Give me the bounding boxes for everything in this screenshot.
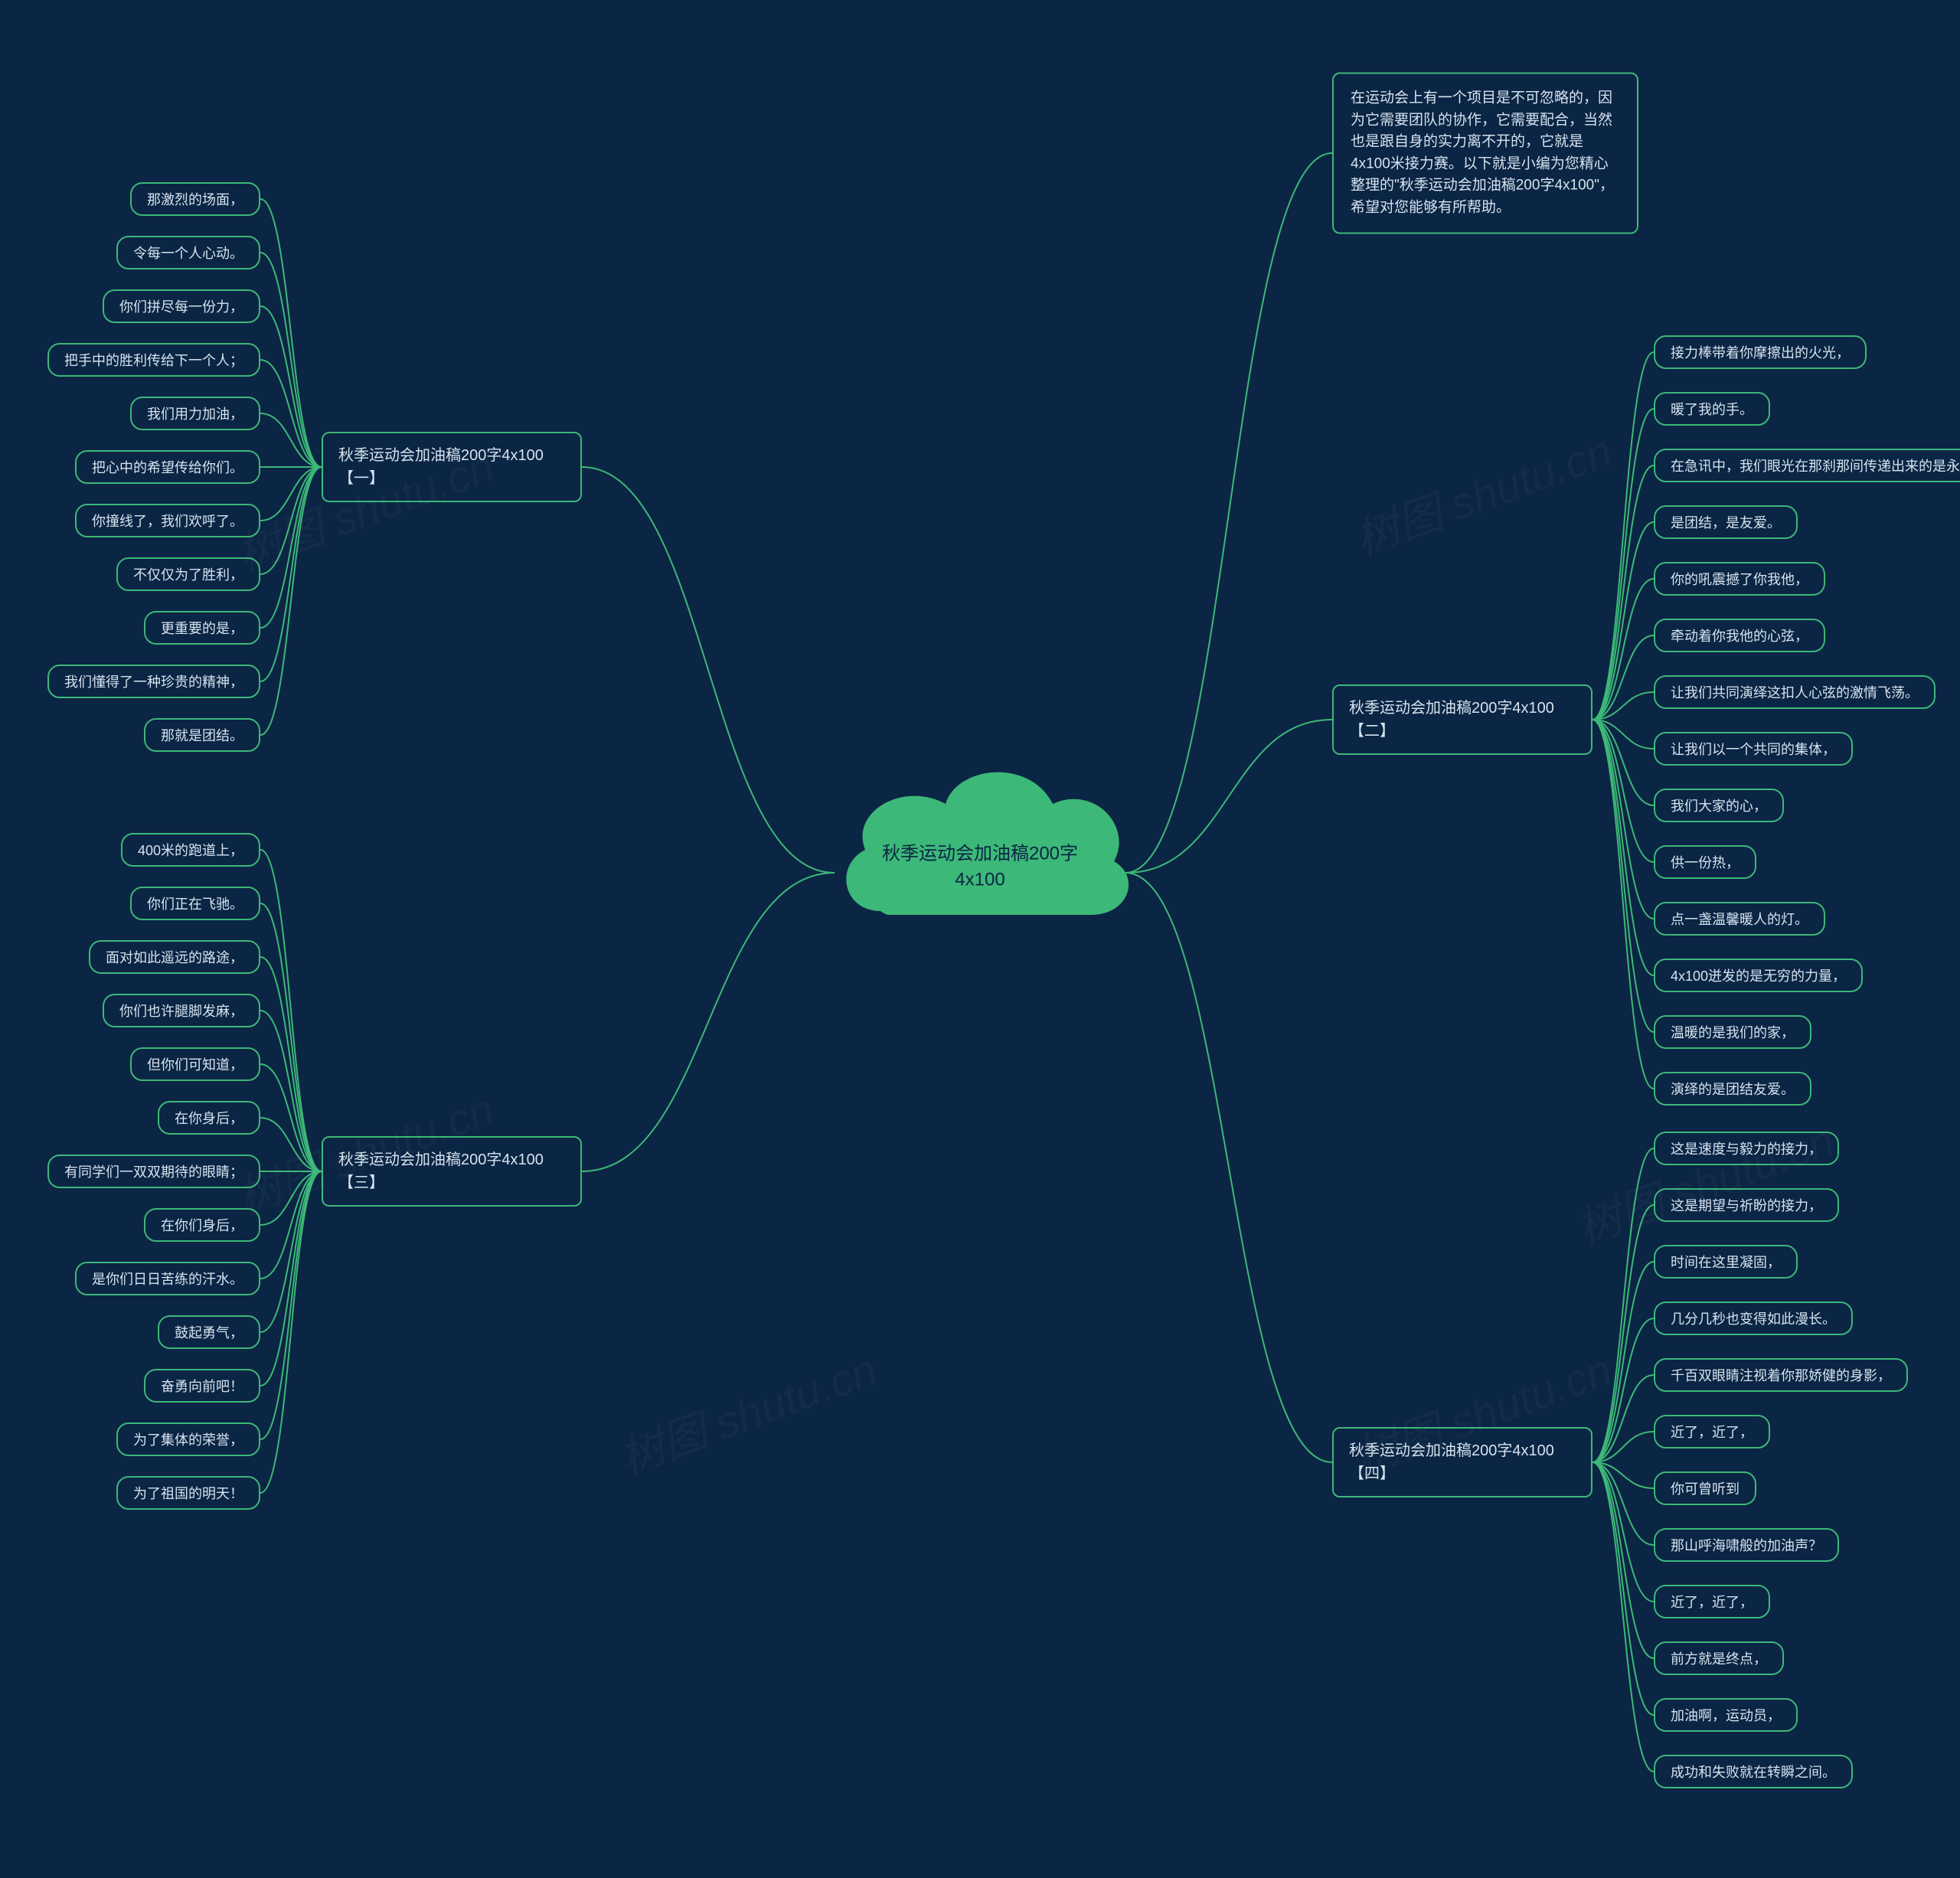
- leaf-node: 在你们身后，: [144, 1208, 260, 1242]
- leaf-node: 时间在这里凝固，: [1654, 1245, 1798, 1279]
- branch-node-b4: 秋季运动会加油稿200字4x100【四】: [1332, 1427, 1592, 1498]
- leaf-node: 演绎的是团结友爱。: [1654, 1072, 1811, 1106]
- branch-node-b3: 秋季运动会加油稿200字4x100【三】: [322, 1136, 582, 1207]
- mindmap-canvas: 秋季运动会加油稿200字4x100 在运动会上有一个项目是不可忽略的，因为它需要团…: [0, 0, 1960, 1878]
- leaf-node: 不仅仅为了胜利，: [116, 557, 260, 591]
- leaf-node: 近了，近了，: [1654, 1415, 1770, 1449]
- leaf-node: 那激烈的场面，: [130, 182, 260, 216]
- branch-node-b2: 秋季运动会加油稿200字4x100【二】: [1332, 684, 1592, 755]
- leaf-node: 但你们可知道，: [130, 1047, 260, 1081]
- leaf-node: 加油啊，运动员，: [1654, 1698, 1798, 1732]
- watermark: 树图 shutu.cn: [609, 1334, 884, 1486]
- leaf-node: 奋勇向前吧！: [144, 1369, 260, 1403]
- leaf-node: 把手中的胜利传给下一个人；: [47, 343, 260, 377]
- watermark: 树图 shutu.cn: [1566, 1104, 1841, 1256]
- leaf-node: 我们懂得了一种珍贵的精神，: [47, 665, 260, 698]
- leaf-node: 这是期望与祈盼的接力，: [1654, 1188, 1839, 1222]
- watermark: 树图 shutu.cn: [1344, 415, 1619, 567]
- leaf-node: 令每一个人心动。: [116, 236, 260, 269]
- leaf-node: 是你们日日苦练的汗水。: [75, 1262, 260, 1295]
- leaf-node: 在你身后，: [158, 1101, 260, 1135]
- leaf-node: 是团结，是友爱。: [1654, 505, 1798, 539]
- center-title: 秋季运动会加油稿200字4x100: [880, 841, 1080, 893]
- leaf-node: 牵动着你我他的心弦，: [1654, 619, 1825, 652]
- leaf-node: 有同学们一双双期待的眼睛；: [47, 1155, 260, 1188]
- leaf-node: 你的吼震撼了你我他，: [1654, 562, 1825, 596]
- leaf-node: 我们用力加油，: [130, 397, 260, 430]
- leaf-node: 供一份热，: [1654, 845, 1756, 879]
- leaf-node: 把心中的希望传给你们。: [75, 450, 260, 484]
- leaf-node: 前方就是终点，: [1654, 1641, 1784, 1675]
- leaf-node: 暖了我的手。: [1654, 392, 1770, 426]
- leaf-node: 那就是团结。: [144, 718, 260, 752]
- leaf-node: 在急讯中，我们眼光在那刹那间传递出来的是永恒，: [1654, 449, 1960, 482]
- center-node: 秋季运动会加油稿200字4x100: [819, 743, 1141, 957]
- leaf-node: 千百双眼睛注视着你那娇健的身影，: [1654, 1358, 1908, 1392]
- leaf-node: 接力棒带着你摩擦出的火光，: [1654, 335, 1867, 369]
- leaf-node: 这是速度与毅力的接力，: [1654, 1132, 1839, 1165]
- leaf-node: 面对如此遥远的路途，: [89, 940, 260, 974]
- leaf-node: 你们也许腿脚发麻，: [103, 994, 260, 1027]
- leaf-node: 400米的跑道上，: [121, 833, 260, 867]
- leaf-node: 成功和失败就在转瞬之间。: [1654, 1755, 1853, 1788]
- leaf-node: 4x100迸发的是无穷的力量，: [1654, 959, 1863, 992]
- leaf-node: 为了祖国的明天！: [116, 1476, 260, 1510]
- intro-node: 在运动会上有一个项目是不可忽略的，因为它需要团队的协作，它需要配合，当然也是跟自…: [1332, 73, 1638, 234]
- leaf-node: 你撞线了，我们欢呼了。: [75, 504, 260, 537]
- leaf-node: 那山呼海啸般的加油声？: [1654, 1528, 1839, 1562]
- leaf-node: 为了集体的荣誉，: [116, 1422, 260, 1456]
- leaf-node: 让我们以一个共同的集体，: [1654, 732, 1853, 766]
- leaf-node: 近了，近了，: [1654, 1585, 1770, 1618]
- branch-node-b1: 秋季运动会加油稿200字4x100【一】: [322, 432, 582, 502]
- leaf-node: 你们正在飞驰。: [130, 887, 260, 920]
- leaf-node: 点一盏温馨暖人的灯。: [1654, 902, 1825, 936]
- leaf-node: 让我们共同演绎这扣人心弦的激情飞荡。: [1654, 675, 1936, 709]
- leaf-node: 温暖的是我们的家，: [1654, 1015, 1811, 1049]
- leaf-node: 鼓起勇气，: [158, 1315, 260, 1349]
- leaf-node: 更重要的是，: [144, 611, 260, 645]
- leaf-node: 你可曾听到: [1654, 1471, 1756, 1505]
- leaf-node: 几分几秒也变得如此漫长。: [1654, 1302, 1853, 1335]
- leaf-node: 你们拼尽每一份力，: [103, 289, 260, 323]
- leaf-node: 我们大家的心，: [1654, 789, 1784, 822]
